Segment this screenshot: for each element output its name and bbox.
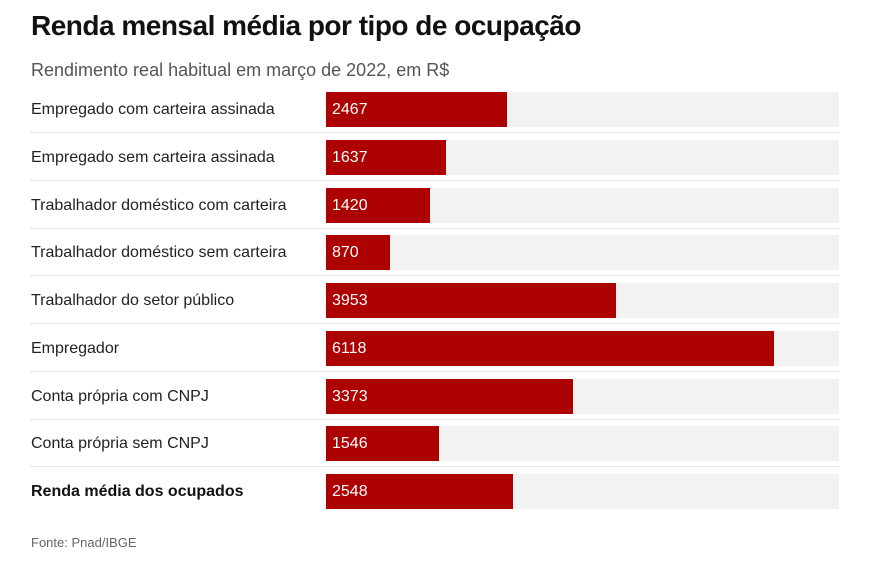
chart-subtitle: Rendimento real habitual em março de 202… — [31, 60, 450, 80]
bar-row: Trabalhador doméstico com carteira 1420 — [31, 187, 839, 236]
bar-row: Trabalhador do setor público 3953 — [31, 283, 839, 331]
chart-title: Renda mensal média por tipo de ocupação — [31, 10, 581, 41]
category-label: Trabalhador doméstico sem carteira — [31, 244, 287, 262]
category-label: Trabalhador do setor público — [31, 292, 235, 309]
bar-value-label: 3373 — [332, 387, 368, 405]
bar-row: Conta própria com CNPJ 3373 — [31, 378, 839, 427]
source-note: Fonte: Pnad/IBGE — [31, 535, 137, 550]
row-divider — [31, 370, 839, 372]
row-divider — [31, 418, 839, 420]
bar: 2548 — [326, 474, 513, 509]
category-label: Conta própria sem CNPJ — [31, 435, 209, 453]
bar-row: Trabalhador doméstico sem carteira 870 — [31, 235, 839, 283]
category-label: Trabalhador doméstico com carteira — [31, 196, 287, 214]
row-divider — [31, 132, 839, 133]
row-divider — [31, 227, 839, 229]
bar: 1420 — [326, 187, 431, 223]
bar-track: 2467 — [326, 92, 839, 127]
bar-chart: Empregado com carteira assinada 2467 Empre… — [31, 92, 839, 522]
bar-track: 1637 — [326, 139, 839, 175]
bar-row: Renda média dos ocupados 2548 — [31, 474, 839, 522]
bar-row: Empregado com carteira assinada 2467 — [31, 92, 839, 140]
bar-row: Conta própria sem CNPJ 1546 — [31, 426, 839, 474]
bar-value-label: 2548 — [332, 483, 368, 500]
bar: 1546 — [326, 426, 440, 462]
bar-track: 1420 — [326, 187, 839, 223]
bar-track: 3953 — [326, 283, 839, 318]
bar: 6118 — [326, 330, 775, 366]
bar-row: Empregador 6118 — [31, 330, 839, 379]
bar-value-label: 2467 — [332, 101, 368, 118]
bar: 3373 — [326, 378, 574, 414]
bar: 870 — [326, 235, 390, 271]
bar: 1637 — [326, 139, 446, 175]
bar: 2467 — [326, 92, 507, 127]
bar-track: 2548 — [326, 474, 839, 509]
row-divider — [31, 323, 839, 324]
bar-row: Empregado sem carteira assinada 1637 — [31, 139, 839, 188]
bar-track: 6118 — [326, 330, 839, 366]
bar-value-label: 870 — [332, 244, 359, 262]
row-divider — [31, 466, 839, 468]
bar-value-label: 3953 — [332, 292, 368, 309]
category-label: Conta própria com CNPJ — [31, 387, 209, 405]
bar-track: 1546 — [326, 426, 839, 462]
category-label: Renda média dos ocupados — [31, 483, 244, 500]
row-divider — [31, 275, 839, 277]
bar-track: 3373 — [326, 378, 839, 414]
bar-value-label: 1637 — [332, 148, 368, 166]
category-label: Empregador — [31, 339, 120, 357]
row-divider — [31, 179, 839, 181]
bar-value-label: 6118 — [332, 339, 367, 357]
category-label: Empregado com carteira assinada — [31, 101, 275, 118]
category-label: Empregado sem carteira assinada — [31, 148, 275, 166]
bar: 3953 — [326, 283, 616, 318]
bar-value-label: 1420 — [332, 196, 368, 214]
bar-track: 870 — [326, 235, 839, 271]
bar-value-label: 1546 — [332, 435, 368, 453]
